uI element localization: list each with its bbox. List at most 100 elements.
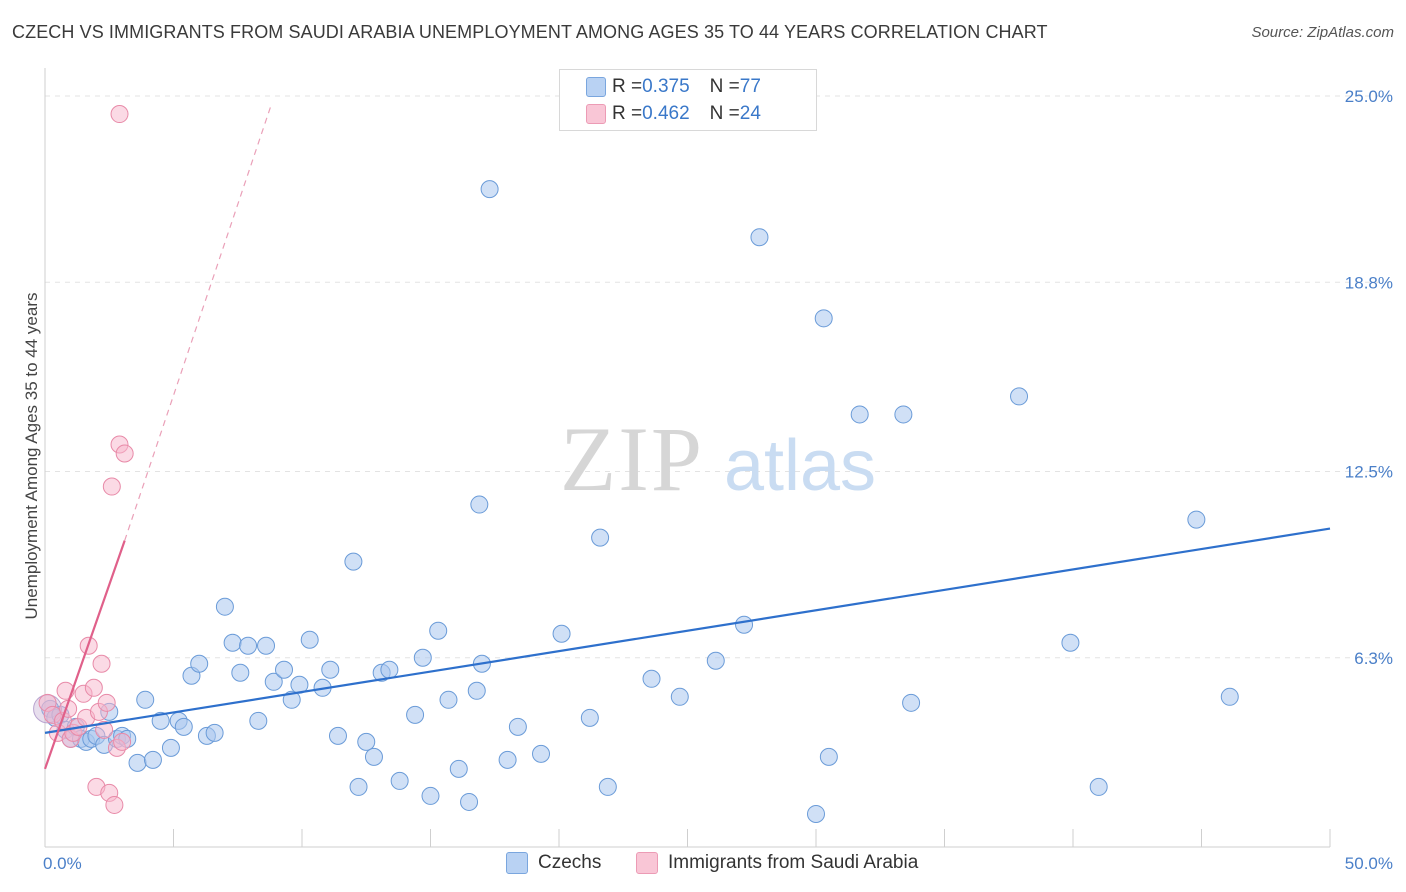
grid-lines [45, 95, 1392, 659]
series-label-saudi: Immigrants from Saudi Arabia [668, 852, 919, 873]
czechs-point [498, 750, 517, 769]
x-tick-label-max: 50.0% [1345, 854, 1393, 873]
czechs-point [421, 786, 440, 805]
legend-row-saudi: R = 0.462 N = 24 [586, 102, 761, 126]
czechs-point [249, 711, 268, 730]
czechs-point [231, 663, 250, 682]
legend-r-label: R = [612, 103, 643, 124]
czechs-point [264, 672, 283, 691]
saudi-point [95, 720, 114, 739]
czechs-point [357, 732, 376, 751]
czechs-point [128, 753, 147, 772]
czechs-point [174, 717, 193, 736]
czechs-point [1010, 387, 1029, 406]
legend-n-value: 77 [739, 76, 761, 97]
legend-swatch-czechs [586, 77, 606, 97]
czechs-point [413, 648, 432, 667]
czechs-point [205, 723, 224, 742]
czechs-point [598, 777, 617, 796]
legend-r-value: 0.462 [642, 103, 690, 124]
czechs-point [1061, 633, 1080, 652]
trend-lines [43, 104, 1331, 770]
swatch-czechs [506, 852, 528, 874]
czechs-point [807, 804, 825, 823]
czechs-point [580, 708, 599, 727]
czechs-point [894, 405, 913, 424]
czechs-point [215, 597, 234, 616]
czechs-trend-line [44, 527, 1331, 734]
czechs-point [480, 180, 499, 199]
saudi-point [84, 678, 103, 697]
czechs-point [390, 771, 409, 790]
czechs-point [735, 615, 754, 634]
czechs-point [321, 660, 340, 679]
czechs-point [819, 747, 838, 766]
czechs-point [151, 711, 170, 730]
czechs-point [257, 636, 276, 655]
czechs-point [814, 309, 833, 328]
czechs-point [143, 750, 162, 769]
saudi-point [113, 732, 132, 751]
x-tick-labels: 0.0% 50.0% [43, 854, 1393, 873]
czechs-point [190, 654, 209, 673]
saudi-point [115, 444, 134, 463]
legend-r-label: R = [612, 76, 643, 97]
y-tick-label: 18.8% [1345, 273, 1393, 292]
czechs-point [239, 636, 258, 655]
czechs-point [670, 687, 689, 706]
czechs-point [850, 405, 869, 424]
saudi-trend-line-extension [124, 104, 272, 541]
czechs-point [449, 759, 468, 778]
swatch-saudi [636, 852, 658, 874]
watermark-atlas: atlas [724, 426, 876, 506]
czechs-point [508, 717, 527, 736]
saudi-point [105, 795, 124, 814]
czechs-point [1220, 687, 1239, 706]
series-legend-czechs: Czechs [506, 852, 601, 874]
saudi-point [102, 477, 121, 496]
watermark: ZIP atlas [560, 408, 876, 510]
czechs-point [460, 792, 479, 811]
czechs-point [223, 633, 242, 652]
czechs-point [642, 669, 661, 688]
chart-title: CZECH VS IMMIGRANTS FROM SAUDI ARABIA UN… [12, 22, 1048, 42]
series-legend-saudi: Immigrants from Saudi Arabia [636, 852, 918, 874]
y-tick-label: 25.0% [1345, 87, 1393, 106]
czechs-point [282, 690, 301, 709]
series-label-czechs: Czechs [538, 852, 602, 873]
watermark-zip: ZIP [560, 408, 704, 510]
czechs-point [344, 552, 363, 571]
czechs-point [467, 681, 486, 700]
legend-n-label: N = [709, 103, 740, 124]
czechs-point [349, 777, 368, 796]
source-label: Source: ZipAtlas.com [1251, 24, 1394, 41]
saudi-trend-line [43, 540, 126, 770]
legend-n-label: N = [709, 76, 740, 97]
legend-row-czechs: R = 0.375 N = 77 [586, 75, 761, 99]
y-tick-label: 6.3% [1354, 649, 1393, 668]
czechs-point [439, 690, 458, 709]
czechs-point [591, 528, 610, 547]
czechs-point [275, 660, 294, 679]
czechs-point [429, 621, 448, 640]
czechs-point [1187, 510, 1206, 529]
correlation-legend: R = 0.375 N = 77 R = 0.462 N = 24 [559, 69, 817, 131]
czechs-point [406, 705, 425, 724]
czechs-point [1089, 777, 1108, 796]
czechs-point [902, 693, 921, 712]
legend-r-value: 0.375 [642, 76, 690, 97]
czechs-point [380, 660, 399, 679]
saudi-point [92, 654, 111, 673]
czechs-point [532, 744, 551, 763]
y-axis-label: Unemployment Among Ages 35 to 44 years [22, 293, 41, 620]
czechs-point [161, 738, 180, 757]
saudi-points [38, 105, 134, 814]
czechs-point [328, 726, 347, 745]
czechs-point [300, 630, 319, 649]
saudi-point [97, 693, 116, 712]
saudi-point [110, 105, 129, 124]
y-tick-labels: 6.3% 12.5% 18.8% 25.0% [1345, 87, 1393, 668]
czechs-point [552, 624, 571, 643]
series-legend: Czechs Immigrants from Saudi Arabia [0, 852, 1406, 878]
